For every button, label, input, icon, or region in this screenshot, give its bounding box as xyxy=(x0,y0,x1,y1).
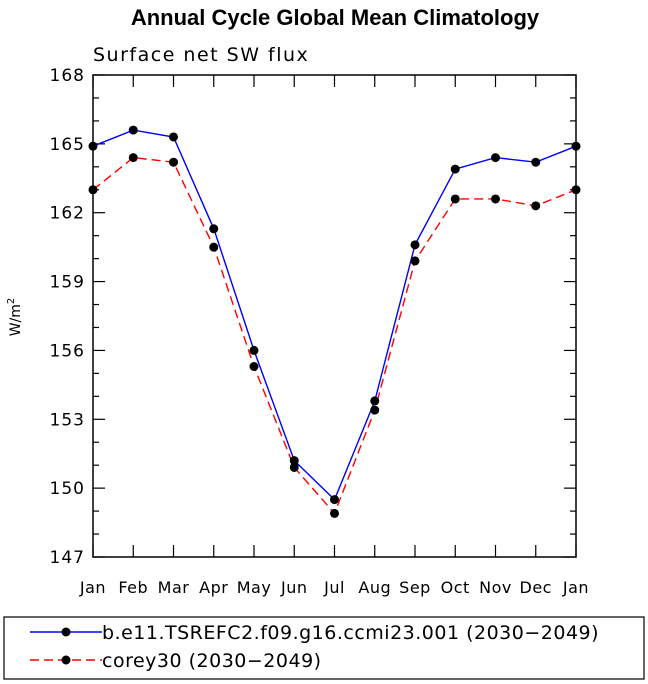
axis-ticks: 147 150 153 156 159 162 165 168 Jan Feb Mar Apr May J… xyxy=(50,66,589,597)
x-tick-label: Aug xyxy=(358,578,391,597)
series-2-point xyxy=(169,157,178,167)
plot-frame xyxy=(92,74,577,558)
x-tick-label: Jun xyxy=(280,578,308,597)
series-1-point xyxy=(450,164,460,174)
x-tick-label: May xyxy=(237,578,272,597)
y-tick-label: 156 xyxy=(50,341,85,361)
y-tick-label: 153 xyxy=(50,410,85,430)
series-1-point xyxy=(289,456,299,466)
y-tick-label: 150 xyxy=(50,479,85,499)
x-tick-label: Apr xyxy=(199,578,228,597)
x-tick-label: Jan xyxy=(562,578,589,597)
series-1-point xyxy=(410,240,420,250)
legend-label-2: corey30 (2030−2049) xyxy=(102,650,322,672)
series-1-point xyxy=(209,224,219,234)
series-1-point xyxy=(330,495,339,505)
y-axis-label-text: W/m xyxy=(8,304,24,336)
y-tick-label: 168 xyxy=(50,66,85,86)
series-2-point xyxy=(289,462,299,472)
series-2-point xyxy=(450,194,460,204)
series-2-point xyxy=(410,256,420,266)
legend-label-1: b.e11.TSREFC2.f09.g16.ccmi23.001 (2030−2… xyxy=(102,622,599,644)
series-2-point xyxy=(209,242,219,252)
legend: b.e11.TSREFC2.f09.g16.ccmi23.001 (2030−2… xyxy=(3,616,645,680)
y-axis-label: W/m2 xyxy=(6,298,24,337)
legend-marker-2 xyxy=(61,655,71,665)
y-axis-label-superscript: 2 xyxy=(6,298,17,304)
chart-title: Annual Cycle Global Mean Climatology xyxy=(131,5,540,30)
x-tick-label: Feb xyxy=(118,578,148,597)
legend-box xyxy=(3,616,645,680)
series-1-point xyxy=(128,125,138,135)
x-tick-label: Sep xyxy=(399,578,431,597)
series-2-point xyxy=(491,194,500,204)
legend-marker-1 xyxy=(61,627,71,637)
series-1-point xyxy=(249,345,259,355)
x-tick-label: Mar xyxy=(158,578,190,597)
series-1-point xyxy=(491,153,500,163)
y-tick-label: 159 xyxy=(50,273,85,293)
series-2-point xyxy=(128,153,138,163)
series-group xyxy=(88,125,581,518)
x-tick-label: Oct xyxy=(441,578,470,597)
y-tick-label: 165 xyxy=(50,135,85,155)
series-2-point xyxy=(330,508,339,518)
x-tick-label: Nov xyxy=(479,578,512,597)
y-tick-label: 147 xyxy=(50,548,85,568)
series-line-2 xyxy=(92,156,577,515)
chart-subtitle: Surface net SW flux xyxy=(93,44,309,66)
y-tick-label: 162 xyxy=(50,204,85,224)
series-1-point xyxy=(370,396,380,406)
series-line-1 xyxy=(92,129,577,501)
x-tick-label: Dec xyxy=(520,578,552,597)
series-2-point xyxy=(370,405,380,415)
x-tick-label: Jul xyxy=(323,578,345,597)
x-tick-label: Jan xyxy=(79,578,106,597)
series-2-point xyxy=(531,201,541,211)
series-2-point xyxy=(249,361,259,371)
series-1-point xyxy=(169,132,178,142)
series-1-point xyxy=(531,157,541,167)
